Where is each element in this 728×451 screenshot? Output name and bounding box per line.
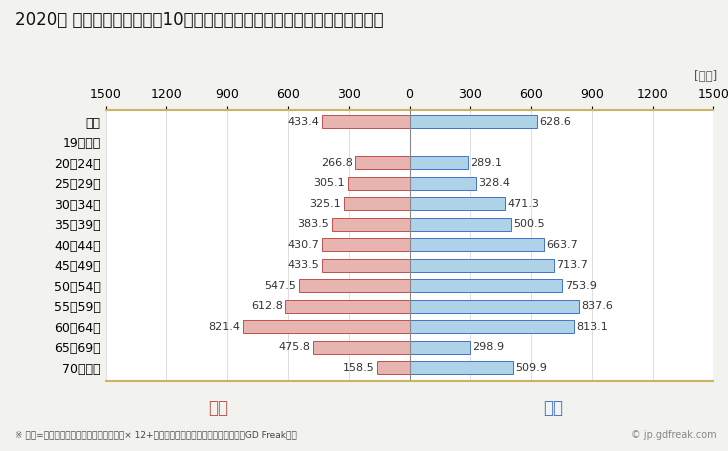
Bar (409, 341, 470, 354)
Text: 298.9: 298.9 (472, 342, 505, 352)
Bar (322, 115, 409, 128)
Bar (243, 320, 409, 333)
Bar (409, 239, 544, 251)
Bar (323, 239, 409, 251)
Text: 383.5: 383.5 (298, 219, 329, 229)
Bar (377, 361, 409, 374)
Text: 753.9: 753.9 (565, 281, 596, 291)
Text: 325.1: 325.1 (309, 199, 341, 209)
Text: 509.9: 509.9 (515, 363, 547, 373)
Text: 612.8: 612.8 (251, 301, 283, 311)
Text: 430.7: 430.7 (288, 240, 320, 250)
Text: 547.5: 547.5 (264, 281, 296, 291)
Bar (332, 218, 409, 230)
Bar (409, 320, 574, 333)
Bar (409, 361, 513, 374)
Bar (344, 198, 409, 210)
Bar (409, 198, 505, 210)
Bar (409, 259, 554, 272)
Bar (409, 177, 476, 189)
Text: 305.1: 305.1 (314, 178, 345, 188)
Bar (355, 156, 409, 169)
Bar (298, 280, 409, 292)
Text: 158.5: 158.5 (343, 363, 375, 373)
Bar (409, 156, 468, 169)
Text: 813.1: 813.1 (577, 322, 609, 332)
Text: 2020年 民間企業（従業者数10人以上）フルタイム労働者の男女別平均年収: 2020年 民間企業（従業者数10人以上）フルタイム労働者の男女別平均年収 (15, 11, 383, 29)
Text: 266.8: 266.8 (321, 158, 353, 168)
Text: 821.4: 821.4 (209, 322, 241, 332)
Bar (409, 218, 511, 230)
Bar (409, 280, 562, 292)
Text: 500.5: 500.5 (513, 219, 545, 229)
Bar (313, 341, 409, 354)
Text: 289.1: 289.1 (470, 158, 502, 168)
Text: [万円]: [万円] (694, 70, 717, 83)
Text: 475.8: 475.8 (279, 342, 311, 352)
Text: 男性: 男性 (543, 399, 563, 417)
Text: 433.4: 433.4 (288, 117, 320, 127)
Text: 837.6: 837.6 (582, 301, 614, 311)
Bar (322, 259, 409, 272)
Text: 471.3: 471.3 (507, 199, 539, 209)
Text: 628.6: 628.6 (539, 117, 571, 127)
Text: 663.7: 663.7 (547, 240, 578, 250)
Bar (409, 115, 537, 128)
Bar (285, 300, 409, 313)
Text: ※ 年収=「きまって支給する現金給与額」× 12+「年間賞与その他特別給与額」としてGD Freak推計: ※ 年収=「きまって支給する現金給与額」× 12+「年間賞与その他特別給与額」と… (15, 431, 296, 440)
Text: 328.4: 328.4 (478, 178, 510, 188)
Bar (409, 300, 579, 313)
Text: © jp.gdfreak.com: © jp.gdfreak.com (631, 430, 717, 440)
Bar (348, 177, 409, 189)
Text: 713.7: 713.7 (556, 260, 588, 270)
Text: 433.5: 433.5 (288, 260, 320, 270)
Text: 女性: 女性 (208, 399, 229, 417)
